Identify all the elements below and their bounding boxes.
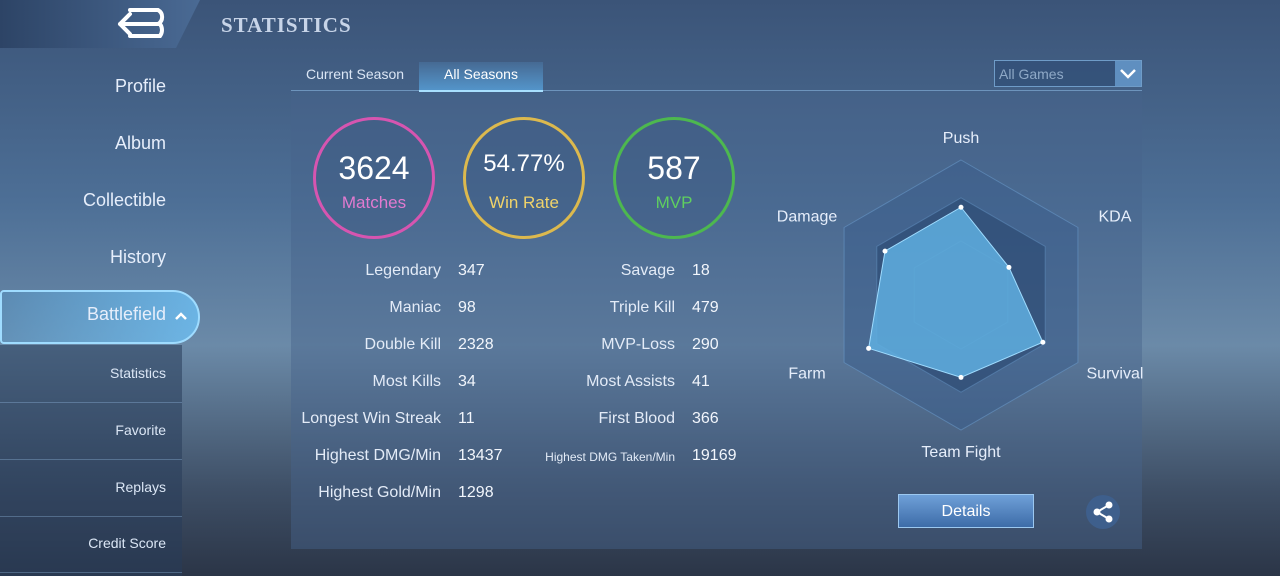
summary-circle bbox=[613, 117, 735, 239]
radar-point bbox=[866, 345, 872, 351]
separator bbox=[0, 402, 182, 403]
stat-label: Longest Win Streak bbox=[301, 410, 441, 427]
separator bbox=[0, 516, 182, 517]
stat-value: 290 bbox=[692, 336, 719, 353]
stat-value: 11 bbox=[458, 410, 475, 427]
stat-value: 1298 bbox=[458, 484, 494, 501]
share-button[interactable] bbox=[1085, 494, 1121, 530]
stat-label: First Blood bbox=[598, 410, 675, 427]
stat-value: 18 bbox=[692, 262, 710, 279]
nav-item[interactable]: History bbox=[109, 247, 166, 267]
summary-label: Matches bbox=[341, 193, 407, 212]
sub-nav-item[interactable]: Statistics bbox=[109, 365, 166, 381]
stat-label: Highest Gold/Min bbox=[318, 484, 441, 501]
sub-nav-item[interactable]: Favorite bbox=[115, 422, 166, 438]
summary-circle bbox=[463, 117, 585, 239]
nav-item[interactable]: Collectible bbox=[82, 190, 166, 210]
tab[interactable]: Current Season bbox=[305, 66, 405, 82]
stat-value: 34 bbox=[458, 373, 476, 390]
summary-value: 587 bbox=[647, 150, 701, 186]
radar-chart: Push KDA Survival Team Fight Farm Damage bbox=[777, 130, 1144, 461]
stat-value: 2328 bbox=[458, 336, 494, 353]
nav-item[interactable]: Profile bbox=[114, 76, 166, 96]
stat-value: 366 bbox=[692, 410, 719, 427]
stat-label: Highest DMG Taken/Min bbox=[545, 450, 675, 464]
stat-value: 19169 bbox=[692, 447, 737, 464]
summary-label: MVP bbox=[655, 193, 693, 212]
sub-nav-item[interactable]: Replays bbox=[115, 479, 166, 495]
radar-axis-label: Push bbox=[943, 130, 979, 147]
back-button[interactable] bbox=[100, 6, 170, 42]
nav-selected bbox=[0, 290, 200, 344]
stat-label: Triple Kill bbox=[609, 299, 675, 316]
sub-nav-panel bbox=[0, 345, 182, 576]
nav-item[interactable]: Battlefield bbox=[86, 304, 166, 324]
radar-axis-label: KDA bbox=[1099, 209, 1132, 226]
dropdown-arrow[interactable] bbox=[1115, 61, 1141, 86]
radar-point bbox=[882, 248, 888, 254]
dropdown[interactable]: All Games bbox=[994, 60, 1142, 87]
tab-active[interactable]: All Seasons bbox=[419, 62, 543, 92]
stat-label: Legendary bbox=[365, 262, 441, 279]
separator bbox=[0, 459, 182, 460]
nav-chevron bbox=[174, 306, 188, 331]
sub-nav-item[interactable]: Credit Score bbox=[88, 535, 166, 551]
stat-label: Most Assists bbox=[586, 373, 675, 390]
summary-value: 3624 bbox=[338, 150, 410, 186]
stat-label: Double Kill bbox=[364, 336, 441, 353]
separator bbox=[0, 572, 182, 573]
stat-label: Savage bbox=[620, 262, 675, 279]
page-title: STATISTICS bbox=[221, 13, 352, 37]
radar-point bbox=[958, 204, 964, 210]
stat-value: 479 bbox=[692, 299, 719, 316]
radar-point bbox=[1006, 264, 1012, 270]
radar-point bbox=[958, 374, 964, 380]
radar-axis-label: Farm bbox=[788, 366, 825, 383]
nav-item[interactable]: Album bbox=[114, 133, 166, 153]
stat-label: Highest DMG/Min bbox=[314, 447, 441, 464]
stat-label: Maniac bbox=[389, 299, 441, 316]
stat-label: MVP-Loss bbox=[601, 336, 675, 353]
summary-circle bbox=[313, 117, 435, 239]
stat-label: Most Kills bbox=[372, 373, 441, 390]
details-button[interactable]: Details bbox=[898, 494, 1034, 528]
back-bar bbox=[0, 0, 200, 48]
stat-value: 13437 bbox=[458, 447, 503, 464]
dropdown-text: All Games bbox=[999, 66, 1064, 82]
stat-value: 41 bbox=[692, 373, 710, 390]
summary-value: 54.77% bbox=[483, 150, 565, 177]
stat-value: 347 bbox=[458, 262, 485, 279]
radar-axis-label: Damage bbox=[777, 209, 838, 226]
radar-axis-label: Survival bbox=[1087, 366, 1144, 383]
radar-axis-label: Team Fight bbox=[921, 444, 1001, 461]
stat-value: 98 bbox=[458, 299, 476, 316]
summary-label: Win Rate bbox=[489, 193, 559, 212]
radar-point bbox=[1040, 339, 1046, 345]
